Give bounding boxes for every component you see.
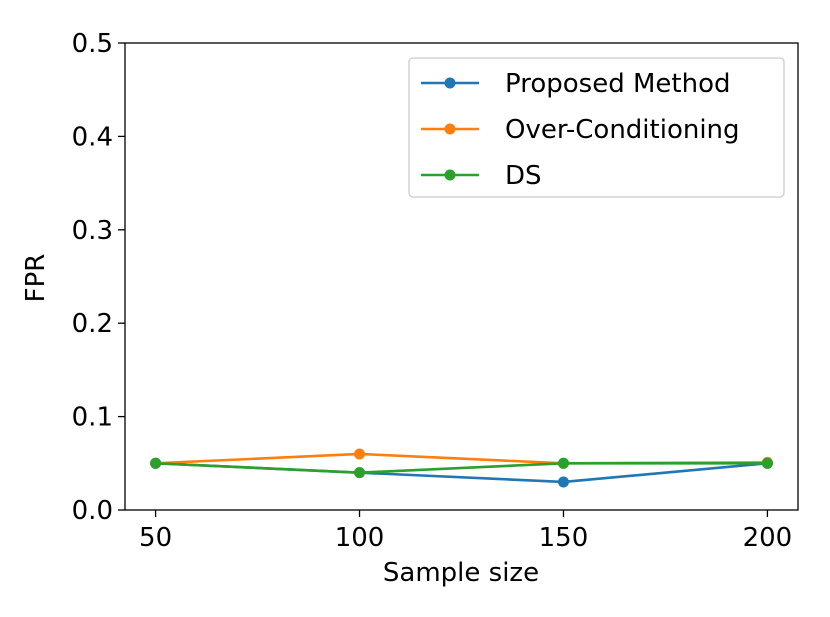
data-point <box>557 457 569 469</box>
y-tick-label: 0.0 <box>72 496 113 526</box>
legend-label: Over-Conditioning <box>505 115 740 145</box>
x-tick-label: 100 <box>335 523 385 553</box>
legend-marker <box>444 169 456 181</box>
y-tick-label: 0.3 <box>72 216 113 246</box>
y-tick-label: 0.2 <box>72 309 113 339</box>
legend-box <box>408 57 785 198</box>
series-layer <box>150 448 773 488</box>
legend-marker <box>444 123 456 135</box>
legend-entry: DS <box>421 161 542 191</box>
legend-entry: Over-Conditioning <box>421 115 740 145</box>
legend-label: Proposed Method <box>505 69 730 99</box>
y-tick-label: 0.4 <box>72 122 113 152</box>
legend: Proposed Method Over-Conditioning DS <box>408 57 785 198</box>
data-point <box>354 448 366 460</box>
y-tick-label: 0.5 <box>72 29 113 59</box>
data-point <box>150 457 162 469</box>
x-tick-label: 200 <box>743 523 793 553</box>
series-2 <box>150 457 773 479</box>
x-axis-title: Sample size <box>383 558 539 588</box>
series-line <box>154 461 769 474</box>
x-tick-label: 50 <box>139 523 172 553</box>
x-tick-label: 150 <box>539 523 589 553</box>
legend-label: DS <box>505 161 542 191</box>
data-point <box>354 467 366 479</box>
y-tick-label: 0.1 <box>72 403 113 433</box>
data-point <box>761 457 773 469</box>
legend-entry: Proposed Method <box>421 69 730 99</box>
legend-marker <box>444 77 456 89</box>
axes-frame <box>124 42 799 511</box>
y-axis-title: FPR <box>21 254 51 303</box>
data-point <box>557 476 569 488</box>
axes-layer: 50 100 150 200 0.0 0.1 0.2 0.3 0.4 0.5 <box>72 29 799 553</box>
